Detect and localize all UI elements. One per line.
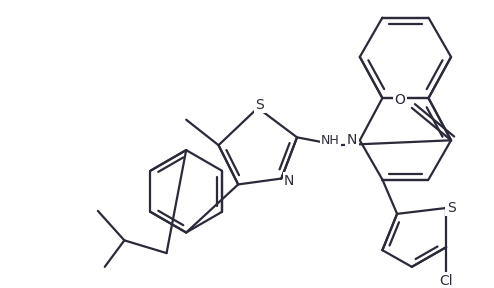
Text: NH: NH bbox=[321, 134, 340, 147]
Text: S: S bbox=[255, 98, 264, 112]
Text: N: N bbox=[347, 133, 357, 147]
Text: S: S bbox=[447, 201, 455, 215]
Text: O: O bbox=[395, 93, 406, 107]
Text: N: N bbox=[284, 173, 294, 187]
Text: Cl: Cl bbox=[439, 274, 453, 288]
